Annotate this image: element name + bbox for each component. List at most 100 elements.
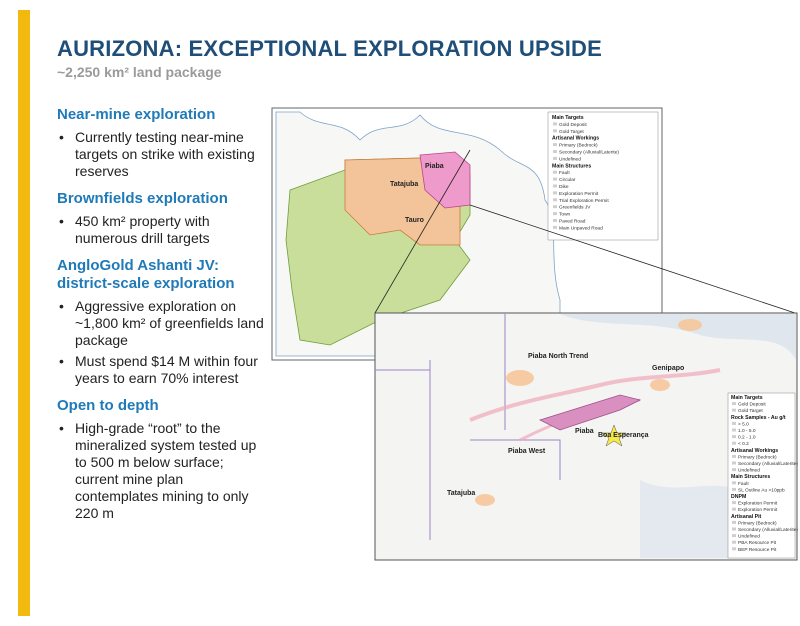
legend-swatch	[732, 540, 736, 544]
legend-swatch	[732, 547, 736, 551]
legend-swatch	[732, 520, 736, 524]
bullet-list: High-grade “root” to the mineralized sys…	[57, 420, 269, 522]
legend-item: Circular	[559, 177, 576, 183]
legend-swatch	[553, 212, 557, 216]
legend-heading: Main Targets	[552, 115, 584, 121]
legend-heading: Main Structures	[731, 474, 770, 480]
legend-item: Greenfields JV	[559, 205, 591, 211]
legend-swatch	[732, 487, 736, 491]
legend-item: SL Outline Au >10ppb	[738, 487, 785, 493]
map-label: Tatajuba	[390, 181, 418, 188]
legend-item: Dike	[559, 184, 569, 190]
legend-swatch	[553, 122, 557, 126]
legend-swatch	[732, 507, 736, 511]
legend-swatch	[553, 177, 557, 181]
legend-item: Fault	[738, 481, 749, 487]
legend-swatch	[553, 170, 557, 174]
legend-item: Town	[559, 212, 571, 218]
legend-swatch	[732, 428, 736, 432]
legend-swatch	[732, 402, 736, 406]
legend-item: Primary (Bedrock)	[738, 454, 777, 460]
legend-swatch	[553, 156, 557, 160]
section-heading: Open to depth	[57, 397, 159, 414]
legend-heading: Main Structures	[552, 163, 591, 169]
legend-swatch	[732, 534, 736, 538]
bullet-list: Aggressive exploration on ~1,800 km² of …	[57, 298, 269, 387]
water	[560, 314, 796, 360]
map-label: Piaba North Trend	[528, 353, 588, 360]
legend-swatch	[553, 198, 557, 202]
legend-item: BEP Resource Pit	[738, 547, 777, 553]
legend-swatch	[553, 191, 557, 195]
legend-swatch	[732, 454, 736, 458]
map-label: Boa Esperança	[598, 432, 649, 439]
legend-swatch	[553, 129, 557, 133]
legend-swatch	[732, 408, 736, 412]
section: Near-mine exploration Currently testing n…	[57, 106, 269, 180]
bullet-list: Currently testing near-mine targets on s…	[57, 129, 269, 180]
legend-swatch	[732, 501, 736, 505]
bullet: High-grade “root” to the mineralized sys…	[59, 420, 269, 522]
bullet: 450 km² property with numerous drill tar…	[59, 213, 269, 247]
section-heading: Brownfields exploration	[57, 190, 228, 207]
legend-swatch	[732, 481, 736, 485]
artisanal-pit	[506, 370, 534, 386]
section: AngloGold Ashanti JV: district-scale exp…	[57, 257, 269, 387]
legend-item: > 5.0	[738, 421, 749, 427]
legend-swatch	[553, 150, 557, 153]
map-label: Tauro	[405, 217, 424, 224]
legend-item: Main Unpaved Road	[559, 225, 603, 231]
legend-swatch	[553, 205, 557, 209]
legend-item: Gold Target	[738, 408, 763, 414]
bullet: Currently testing near-mine targets on s…	[59, 129, 269, 180]
section: Open to depth High-grade “root” to the mi…	[57, 397, 269, 522]
legend-item: Trial Exploration Permit	[559, 198, 609, 204]
legend-item: 0.2 - 1.0	[738, 435, 756, 441]
artisanal-pit	[650, 379, 670, 391]
bullet: Must spend $14 M within four years to ea…	[59, 353, 269, 387]
legend-swatch	[732, 435, 736, 439]
bullet-list: 450 km² property with numerous drill tar…	[57, 213, 269, 247]
gold-deposit	[601, 424, 627, 447]
slide-title: AURIZONA: EXCEPTIONAL EXPLORATION UPSIDE	[57, 36, 603, 61]
legend-swatch	[553, 143, 557, 147]
legend-box	[547, 111, 659, 241]
slide-subtitle: ~2,250 km² land package	[57, 64, 222, 80]
legend-item: 1.0 - 5.0	[738, 428, 756, 434]
legend-item: Gold Deposit	[559, 122, 587, 128]
map-label: Piaba West	[508, 448, 546, 455]
legend-swatch	[732, 468, 736, 472]
legend-item: PBA Resource Pit	[738, 540, 777, 546]
structure	[469, 368, 721, 422]
bullet: Aggressive exploration on ~1,800 km² of …	[59, 298, 269, 349]
zoom-connector	[469, 204, 796, 314]
legend-item: Exploration Permit	[738, 507, 778, 513]
legend-item: Gold Target	[559, 129, 584, 135]
legend-heading: Artisanal Pit	[731, 514, 762, 520]
legend-item: < 0.2	[738, 441, 749, 447]
artisanal-pit	[678, 319, 702, 331]
legend-item: Gold Deposit	[738, 402, 766, 408]
accent-bar	[18, 10, 30, 616]
legend-item: Fault	[559, 170, 570, 176]
section: Brownfields exploration 450 km² property …	[57, 190, 269, 247]
permit-line	[375, 314, 561, 540]
legend-item: Paved Road	[559, 219, 586, 225]
legend-heading: Artisanal Workings	[552, 136, 599, 142]
legend-heading: Artisanal Workings	[731, 448, 778, 454]
legend-item: Exploration Permit	[738, 501, 778, 507]
legend-item: Exploration Permit	[559, 191, 599, 197]
legend-item: Undefined	[738, 534, 760, 540]
legend-item: Undefined	[559, 156, 581, 162]
map-label: Genipapo	[652, 365, 684, 372]
legend-item: Primary (Bedrock)	[559, 143, 598, 149]
legend-swatch	[553, 184, 557, 188]
map-label: Piaba	[425, 163, 444, 170]
zoom-connector	[374, 149, 471, 314]
legend-swatch	[732, 461, 736, 465]
section-heading: Near-mine exploration	[57, 106, 216, 123]
